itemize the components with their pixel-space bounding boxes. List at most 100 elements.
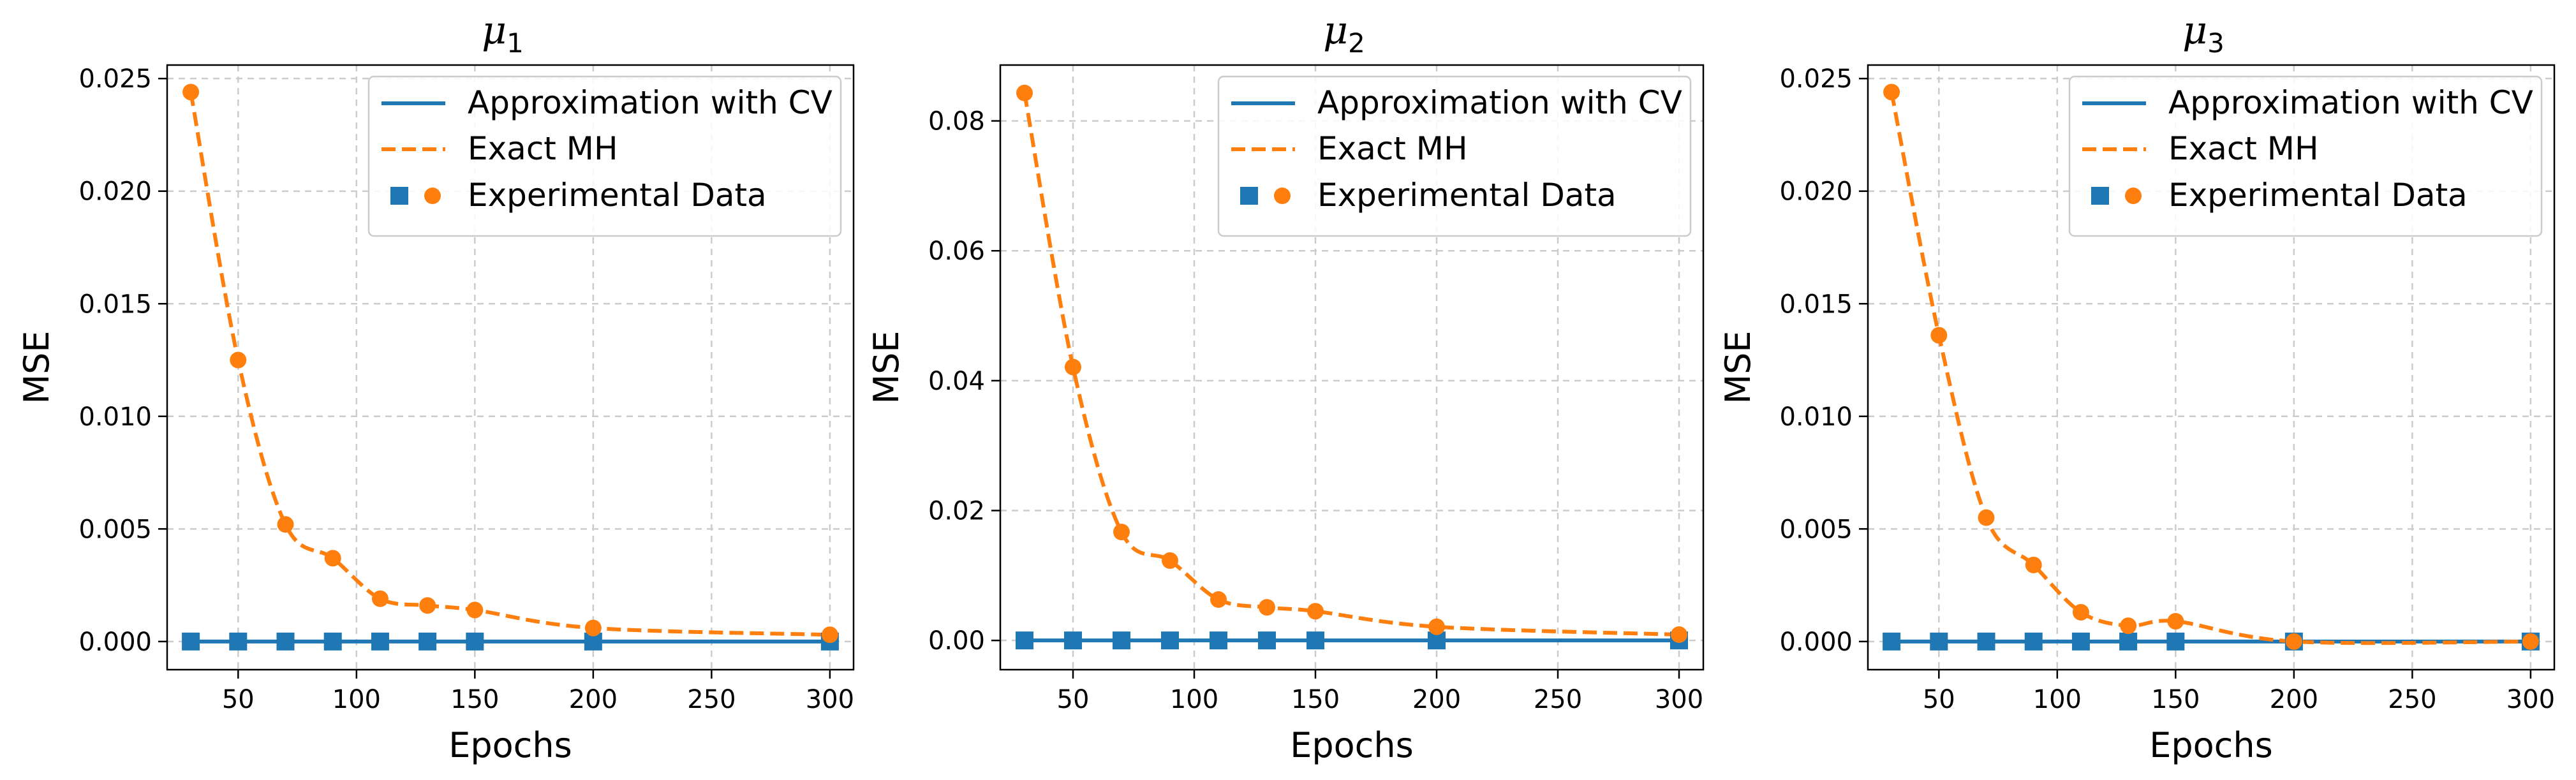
mh-point	[419, 597, 436, 614]
chart-title: μ2	[1323, 8, 1365, 59]
mh-point	[821, 626, 838, 644]
legend-swatch-square	[2091, 187, 2109, 205]
cv-point	[1930, 632, 1948, 651]
x-tick-label: 250	[1534, 685, 1582, 714]
title-symbol: μ	[1323, 8, 1348, 53]
legend-label-cv: Approximation with CV	[468, 84, 833, 121]
legend: Approximation with CV Exact MH Experimenta…	[367, 75, 842, 237]
x-tick-label: 300	[1655, 685, 1703, 714]
chart-panel-1: 50 100 150 200 250 300 0.000 0.005 0.010 0.015 0.0…	[17, 8, 855, 765]
y-axis-label: MSE	[1718, 331, 1758, 404]
x-tick-label: 100	[332, 685, 381, 714]
x-tick-label: 300	[806, 685, 854, 714]
cv-point	[1016, 631, 1033, 650]
chart-panel-2: 50 100 150 200 250 300 0.00 0.02 0.04 0.06 0.08 Epo…	[866, 8, 1705, 765]
x-tick-label: 200	[569, 685, 618, 714]
title-subscript: 3	[2207, 27, 2224, 59]
title-symbol: μ	[2182, 8, 2207, 53]
mh-point	[1307, 603, 1324, 620]
y-tick-label: 0.04	[928, 367, 985, 396]
legend-label-cv: Approximation with CV	[2168, 84, 2533, 121]
cv-point	[323, 632, 342, 651]
x-tick-label: 50	[222, 685, 255, 714]
y-tick-label: 0.005	[1779, 515, 1853, 544]
y-tick-label: 0.025	[78, 64, 152, 94]
legend: Approximation with CV Exact MH Experimenta…	[1217, 75, 1692, 237]
x-axis-label: Epochs	[448, 725, 572, 765]
mh-point	[1162, 552, 1178, 569]
y-tick-label: 0.025	[1779, 64, 1853, 94]
plot-frame	[999, 64, 1705, 671]
cv-point	[1113, 631, 1130, 650]
x-tick-label: 100	[2033, 685, 2082, 714]
legend-swatch-square	[1240, 187, 1258, 205]
y-axis-label: MSE	[17, 331, 57, 404]
x-tick-label: 300	[2506, 685, 2555, 714]
x-tick-label: 50	[1057, 685, 1090, 714]
y-tick-label: 0.020	[1779, 177, 1853, 207]
cv-point	[182, 632, 200, 651]
y-tick-label: 0.00	[928, 626, 985, 656]
cv-point	[1064, 631, 1082, 650]
cv-point	[1307, 631, 1324, 650]
mh-point	[1259, 599, 1275, 616]
y-axis-label: MSE	[866, 331, 907, 404]
legend-swatch-circle	[1274, 188, 1291, 204]
mh-point	[230, 351, 247, 369]
cv-point	[1258, 631, 1276, 650]
legend-label-exp: Experimental Data	[468, 177, 767, 214]
mh-point	[277, 516, 294, 533]
cv-point	[229, 632, 248, 651]
plot-frame	[166, 64, 855, 671]
y-tick-label: 0.015	[1779, 290, 1853, 319]
cv-point	[466, 632, 484, 651]
title-subscript: 2	[1348, 27, 1365, 59]
y-tick-label: 0.010	[78, 402, 152, 432]
y-tick-label: 0.000	[1779, 628, 1853, 657]
legend-label-mh: Exact MH	[2168, 130, 2319, 167]
cv-point	[1161, 631, 1179, 650]
x-tick-label: 250	[2388, 685, 2436, 714]
legend-label-mh: Exact MH	[1317, 130, 1468, 167]
y-tick-label: 0.08	[928, 107, 985, 136]
y-tick-label: 0.005	[78, 515, 152, 544]
x-tick-label: 250	[687, 685, 736, 714]
x-axis-label: Epochs	[1290, 725, 1413, 765]
mh-point	[2072, 603, 2089, 621]
y-tick-label: 0.02	[928, 497, 985, 526]
cv-point	[2071, 632, 2090, 651]
cv-point	[1210, 631, 1227, 650]
title-symbol: μ	[482, 8, 507, 53]
cv-point	[371, 632, 389, 651]
x-tick-label: 150	[2151, 685, 2200, 714]
legend-box	[367, 75, 842, 237]
y-tick-label: 0.020	[78, 177, 152, 207]
legend: Approximation with CV Exact MH Experimenta…	[2068, 75, 2543, 237]
cv-point	[276, 632, 295, 651]
x-axis-label: Epochs	[2149, 725, 2272, 765]
y-tick-label: 0.015	[78, 290, 152, 319]
mh-point	[371, 590, 389, 607]
x-tick-label: 200	[2270, 685, 2318, 714]
cv-point	[1883, 632, 1901, 651]
mh-point	[1883, 84, 1900, 101]
legend-label-exp: Experimental Data	[1317, 177, 1617, 214]
x-tick-label: 150	[1291, 685, 1340, 714]
legend-swatch-square	[390, 187, 408, 205]
chart-panel-3: 50 100 150 200 250 300 0.000 0.005 0.010 0.015 0.0…	[1718, 8, 2556, 765]
legend-box	[2068, 75, 2543, 237]
mh-point	[1930, 327, 1948, 344]
cv-point	[2119, 632, 2138, 651]
mh-point	[1113, 524, 1130, 541]
mh-point	[2285, 633, 2302, 650]
chart-title: μ1	[482, 8, 524, 59]
mh-point	[2522, 633, 2539, 650]
y-tick-label: 0.000	[78, 628, 152, 657]
mh-point	[584, 619, 602, 637]
y-tick-label: 0.010	[1779, 402, 1853, 432]
cv-point	[418, 632, 437, 651]
mh-point	[182, 84, 200, 101]
x-tick-label: 50	[1923, 685, 1955, 714]
mh-point	[2120, 617, 2137, 635]
mh-point	[466, 601, 484, 619]
